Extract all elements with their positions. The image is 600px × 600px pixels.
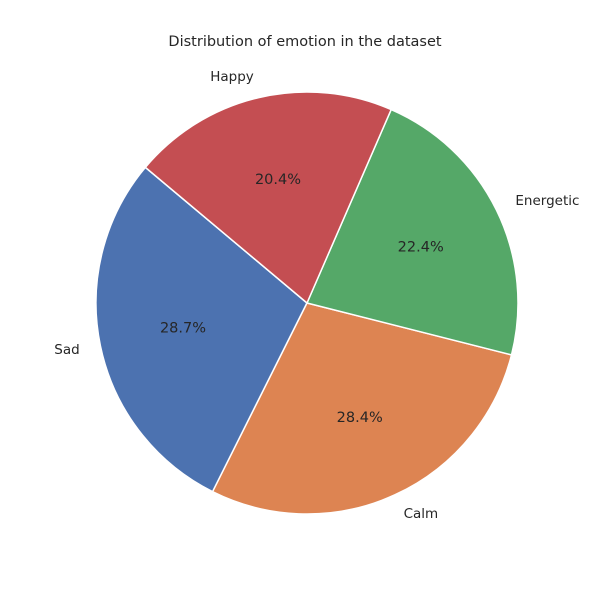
pie-label-sad: Sad [54,342,79,358]
pie-slice-sad [95,166,308,493]
pie-percent-happy: 20.4% [255,172,301,188]
pie-label-calm: Calm [404,506,439,522]
pie-slice-happy [144,91,392,304]
pie-slices [95,91,519,515]
pie-label-happy: Happy [210,69,254,85]
pie-labels: Sad 28.7% Calm 28.4% Energetic 22.4% Happy 20.4… [54,69,579,522]
pie-label-energetic: Energetic [515,193,579,209]
pie-slice-energetic [306,108,519,356]
pie-slice-calm [211,302,513,515]
chart-title: Distribution of emotion in the dataset [168,34,441,50]
pie-percent-energetic: 22.4% [398,239,444,255]
pie-percent-sad: 28.7% [160,321,206,337]
pie-percent-calm: 28.4% [337,410,383,426]
